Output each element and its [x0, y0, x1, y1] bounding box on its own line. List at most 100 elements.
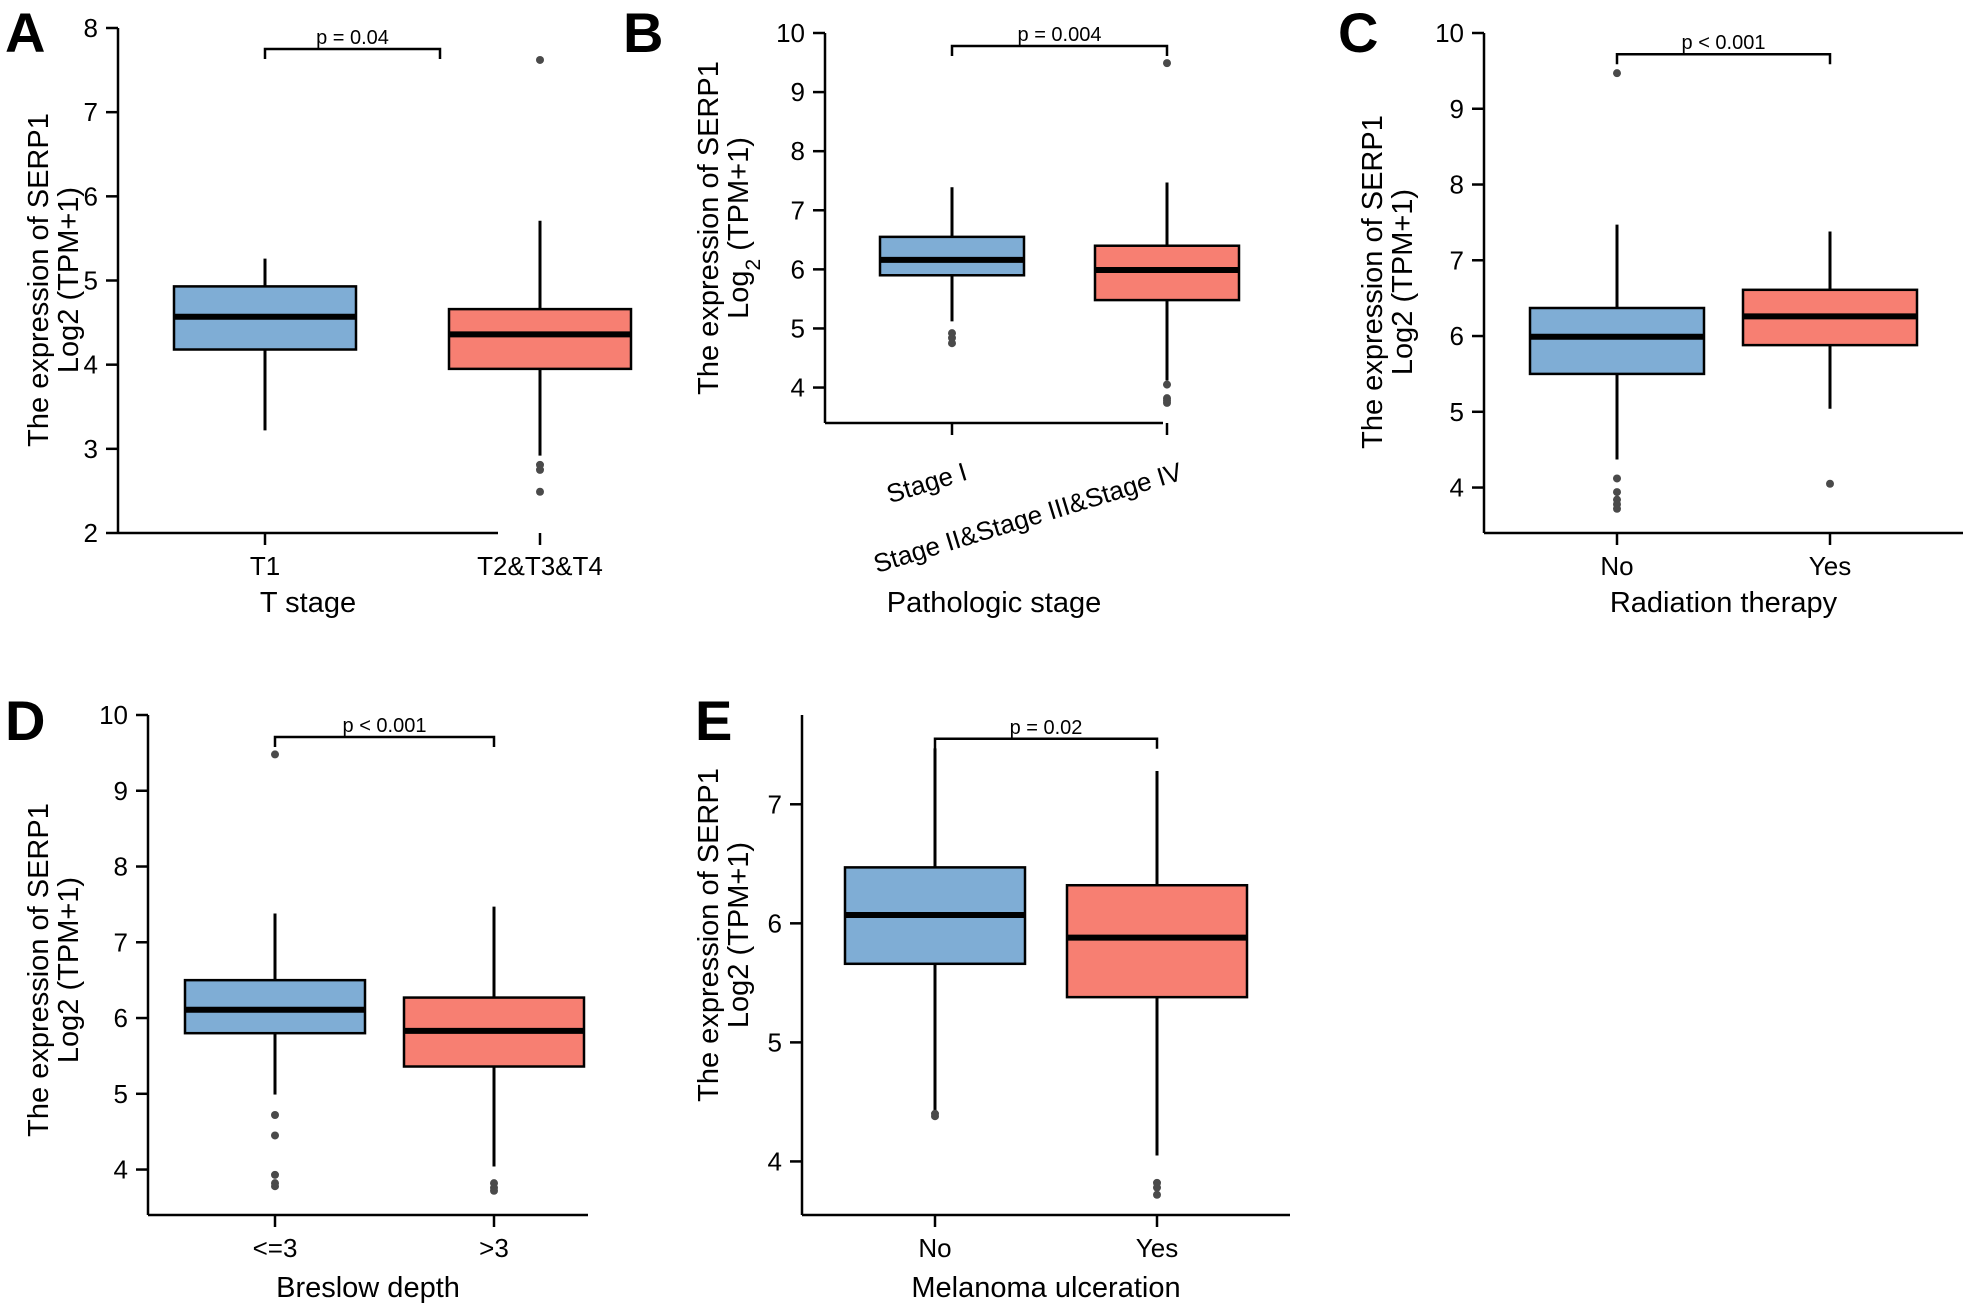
outlier-point	[490, 1186, 498, 1195]
x-axis-title: Melanoma ulceration	[911, 1272, 1180, 1304]
panel-a: A 2 3 4 5 6 7 8 T1 T2&T3&T4 T stage The expression …	[5, 1, 633, 619]
bracket-line	[273, 735, 496, 747]
y-axis-title-line2: Log2 (TPM+1)	[723, 842, 755, 1028]
y-tick-label: 7	[768, 789, 782, 819]
y-axis-title-line2: Log2 (TPM+1)	[723, 137, 765, 319]
box-1	[1528, 69, 1706, 513]
y-tick-label: 9	[1450, 94, 1464, 124]
x-tick-label: No	[1600, 551, 1633, 581]
significance-bracket: p = 0.04	[263, 27, 442, 60]
y-tick-label: 6	[114, 1003, 128, 1033]
y-tick-label: 6	[791, 254, 805, 284]
outlier-point	[536, 465, 544, 474]
panel-letter: D	[5, 689, 45, 752]
box-2	[1093, 59, 1241, 407]
box-body	[1528, 306, 1706, 376]
p-value-label: p = 0.004	[1018, 24, 1102, 46]
box-2	[1741, 231, 1919, 488]
p-value-label: p < 0.001	[1682, 32, 1766, 54]
y-axis-title-line2: Log2 (TPM+1)	[1387, 189, 1419, 375]
box-1	[172, 258, 358, 431]
x-axis-title: Radiation therapy	[1610, 587, 1838, 619]
outlier-point	[1613, 69, 1621, 78]
outlier-point	[948, 339, 956, 348]
x-tick-label: >3	[479, 1233, 509, 1263]
x-tick-label: Yes	[1136, 1233, 1178, 1263]
box-1	[843, 748, 1027, 1121]
y-tick-label: 9	[791, 77, 805, 107]
x-tick-label: <=3	[253, 1233, 298, 1263]
panels-container: A 2 3 4 5 6 7 8 T1 T2&T3&T4 T stage The expression …	[5, 1, 1963, 1304]
box-2	[447, 55, 633, 496]
y-tick-label: 8	[791, 136, 805, 166]
outlier-point	[536, 487, 544, 496]
y-axis-title-line1: The expression of SERP1	[23, 803, 55, 1137]
outlier-point	[1826, 479, 1834, 488]
box-body	[1065, 883, 1249, 999]
x-tick-label: T2&T3&T4	[477, 551, 603, 581]
y-tick-label: 5	[768, 1027, 782, 1057]
outlier-point	[271, 1131, 279, 1140]
outlier-point	[271, 1170, 279, 1179]
box-1	[183, 750, 367, 1191]
panel-e: E 4 5 6 7 No Yes Melanoma ulceration The express…	[693, 689, 1290, 1304]
significance-bracket: p = 0.004	[950, 24, 1169, 56]
x-axis-title: T stage	[260, 587, 356, 619]
outlier-point	[1613, 474, 1621, 483]
y-tick-label: 4	[768, 1146, 782, 1176]
y-tick-label: 4	[84, 350, 98, 380]
box-1	[878, 187, 1026, 348]
outlier-point	[1613, 504, 1621, 513]
y-tick-label: 6	[84, 181, 98, 211]
y-tick-label: 9	[114, 776, 128, 806]
y-tick-label: 2	[84, 518, 98, 548]
panel-letter: C	[1338, 1, 1378, 64]
y-tick-label: 3	[84, 434, 98, 464]
panel-d: D 4 5 6 7 8 9 10 <=3 >3 Breslow depth The expressio…	[5, 689, 588, 1304]
y-tick-label: 10	[1435, 18, 1464, 48]
significance-bracket: p = 0.02	[933, 717, 1159, 749]
y-tick-label: 6	[768, 908, 782, 938]
y-axis-title-line1: The expression of SERP1	[693, 768, 725, 1102]
x-axis-title: Pathologic stage	[887, 587, 1101, 619]
x-tick-label: No	[918, 1233, 951, 1263]
y-tick-label: 4	[791, 373, 805, 403]
y-axis-title-line2: Log2 (TPM+1)	[53, 187, 85, 373]
y-tick-label: 4	[114, 1155, 128, 1185]
outlier-point	[536, 55, 544, 64]
y-tick-label: 7	[1450, 245, 1464, 275]
bracket-line	[1615, 52, 1832, 65]
y-tick-label: 7	[114, 927, 128, 957]
p-value-label: p = 0.02	[1010, 717, 1083, 739]
box-2	[402, 906, 586, 1195]
panel-letter: E	[695, 689, 732, 752]
y-tick-label: 5	[1450, 397, 1464, 427]
outlier-point	[1163, 59, 1171, 68]
y-tick-label: 7	[84, 97, 98, 127]
y-axis-title-line1: The expression of SERP1	[1357, 115, 1389, 449]
y-tick-label: 10	[99, 700, 128, 730]
outlier-point	[271, 750, 279, 759]
panel-letter: B	[623, 1, 663, 64]
y-tick-label: 7	[791, 195, 805, 225]
y-tick-label: 10	[776, 18, 805, 48]
bracket-line	[933, 737, 1159, 749]
x-tick-label: Yes	[1809, 551, 1851, 581]
box-body	[447, 307, 633, 371]
outlier-point	[1613, 488, 1621, 497]
panel-c: C 4 5 6 7 8 9 10 No Yes Radiation therapy The expre…	[1338, 1, 1963, 619]
bracket-line	[263, 47, 442, 60]
y-tick-label: 5	[114, 1079, 128, 1109]
x-tick-label: T1	[250, 551, 280, 581]
p-value-label: p < 0.001	[343, 715, 427, 737]
outlier-point	[1153, 1183, 1161, 1192]
y-tick-label: 5	[84, 266, 98, 296]
panel-letter: A	[5, 1, 45, 64]
outlier-point	[1163, 398, 1171, 407]
outlier-point	[1153, 1190, 1161, 1199]
y-axis-title-line1: The expression of SERP1	[693, 61, 725, 395]
box-2	[1065, 770, 1249, 1199]
outlier-point	[271, 1182, 279, 1191]
